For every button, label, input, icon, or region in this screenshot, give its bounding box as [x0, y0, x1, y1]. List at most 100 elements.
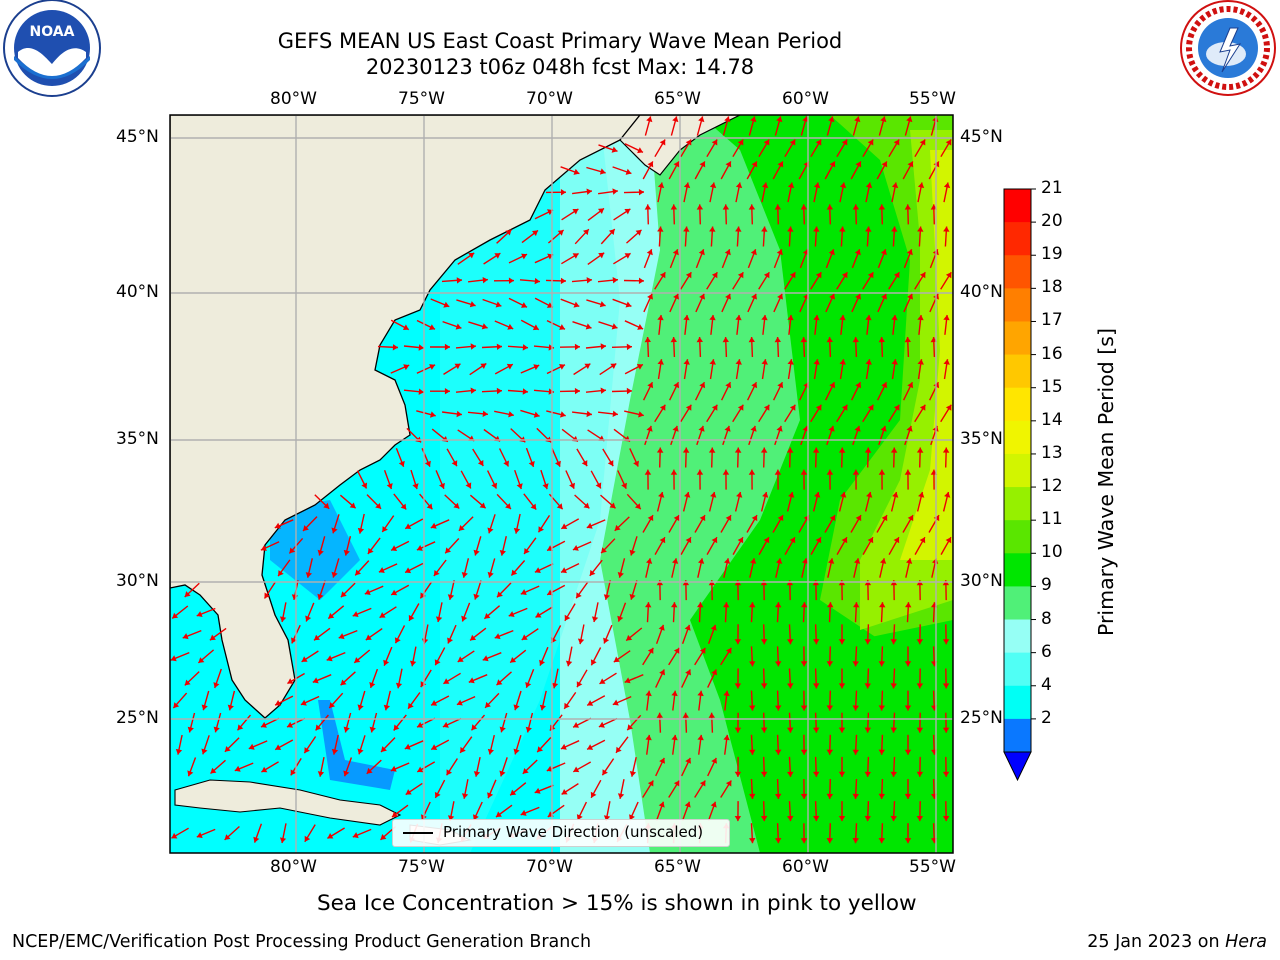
- wave-arrow-head: [699, 647, 706, 654]
- wave-arrow-head: [684, 801, 691, 808]
- wave-arrow-head: [426, 503, 433, 510]
- ocean-field-bahamas: [318, 700, 395, 790]
- wave-arrow-head: [315, 724, 322, 731]
- wave-arrow-head: [881, 161, 888, 168]
- wave-arrow-head: [625, 168, 632, 175]
- wave-arrow-head: [880, 116, 887, 123]
- wave-arrow-head: [658, 624, 665, 631]
- wave-arrow-head: [841, 139, 848, 146]
- wave-arrow-head: [528, 461, 535, 467]
- wave-arrow-head: [867, 537, 874, 544]
- wave-arrow-head: [907, 161, 914, 168]
- wave-arrow-head: [644, 204, 652, 210]
- wave-arrow-head: [891, 315, 898, 321]
- wave-arrow-head: [535, 612, 542, 618]
- wave-arrow-head: [213, 682, 220, 688]
- wave-arrow-head: [645, 602, 652, 608]
- wave-arrow-head: [331, 527, 338, 534]
- wave-arrow-head: [534, 787, 541, 794]
- wave-arrow-head: [855, 515, 862, 522]
- wave-arrow-head: [787, 815, 794, 822]
- footer-branch: NCEP/EMC/Verification Post Processing Pr…: [12, 932, 592, 952]
- wave-arrow-head: [906, 116, 913, 123]
- wave-arrow-head: [587, 700, 594, 706]
- wave-arrow-head: [616, 746, 622, 753]
- wave-arrow-head: [657, 359, 664, 365]
- wave-arrow-head: [751, 161, 758, 168]
- wave-arrow-head: [343, 726, 350, 733]
- wave-arrow-head: [672, 249, 679, 256]
- wave-arrow-head: [682, 712, 689, 718]
- wave-arrow-head: [907, 515, 914, 522]
- wave-arrow-head: [815, 404, 822, 411]
- wave-direction-arrows: [170, 116, 952, 844]
- wave-arrow-head: [945, 537, 952, 544]
- wave-arrow-head: [317, 549, 324, 556]
- wave-arrow-head: [854, 116, 861, 123]
- wave-arrow-head: [800, 793, 808, 799]
- wave-arrow-head: [595, 482, 602, 489]
- wave-arrow-head: [505, 503, 511, 509]
- wave-arrow-head: [709, 359, 716, 365]
- wave-arrow-head: [685, 537, 692, 544]
- wave-arrow-head: [442, 721, 449, 728]
- lon-tick-bottom: 65°W: [654, 857, 701, 877]
- wave-arrow-head: [460, 746, 466, 753]
- land-us-east-coast: [170, 115, 641, 719]
- wave-arrow-head: [599, 301, 606, 308]
- wave-arrow-head: [682, 447, 690, 453]
- wave-arrow-head: [629, 549, 636, 556]
- wave-arrow-head: [304, 835, 311, 842]
- wave-arrow-head: [658, 801, 665, 808]
- wave-arrow-head: [801, 602, 808, 608]
- wave-arrow-head: [942, 447, 950, 453]
- wave-arrow-head: [224, 834, 231, 840]
- wave-arrow-head: [551, 682, 559, 689]
- wave-arrow-head: [508, 277, 514, 284]
- wave-arrow-head: [645, 734, 652, 741]
- wave-arrow-head: [343, 770, 350, 777]
- wave-arrow-head: [210, 767, 217, 774]
- wave-arrow-head: [418, 388, 424, 395]
- wave-arrow-head: [382, 526, 388, 532]
- wave-arrow-head: [893, 272, 900, 279]
- wave-arrow-head: [829, 293, 835, 300]
- wave-arrow-head: [503, 460, 509, 467]
- wave-arrow-head: [907, 382, 914, 389]
- wave-arrow-head: [813, 182, 821, 189]
- colorbar-tick-label: 11: [1041, 509, 1063, 530]
- wave-arrow-head: [864, 727, 871, 733]
- wave-arrow-head: [724, 116, 731, 123]
- wave-arrow-head: [465, 482, 472, 489]
- wave-arrow-head: [878, 705, 885, 711]
- colorbar-segment: [1004, 487, 1031, 521]
- wave-arrow-head: [826, 749, 834, 755]
- wave-arrow-head: [477, 460, 484, 466]
- wave-arrow-head: [447, 815, 455, 821]
- wave-arrow-head: [891, 226, 898, 232]
- lon-tick-bottom: 55°W: [909, 857, 956, 877]
- wave-arrow-head: [534, 567, 541, 573]
- wave-arrow-head: [725, 161, 732, 168]
- wave-arrow-head: [598, 721, 605, 728]
- wave-arrow-head: [855, 161, 862, 168]
- wave-arrow-head: [530, 503, 537, 510]
- wave-arrow-head: [446, 769, 452, 776]
- wave-arrow-head: [737, 404, 744, 411]
- wave-arrow-head: [763, 272, 770, 279]
- wave-arrow-head: [672, 558, 679, 564]
- wave-arrow-head: [444, 343, 450, 351]
- wave-arrow-head: [723, 734, 730, 741]
- wave-arrow-head: [576, 592, 582, 599]
- wave-arrow-head: [434, 659, 441, 666]
- map-area: [170, 115, 953, 853]
- wave-arrow-head: [331, 571, 338, 578]
- wave-arrow-head: [361, 482, 368, 489]
- wave-arrow-head: [748, 337, 755, 343]
- wave-arrow-head: [800, 661, 808, 667]
- wave-arrow-head: [381, 746, 387, 752]
- wave-arrow-head: [305, 615, 312, 622]
- wave-arrow-head: [852, 337, 859, 343]
- wave-arrow-head: [750, 558, 757, 564]
- wave-arrow-head: [838, 683, 846, 689]
